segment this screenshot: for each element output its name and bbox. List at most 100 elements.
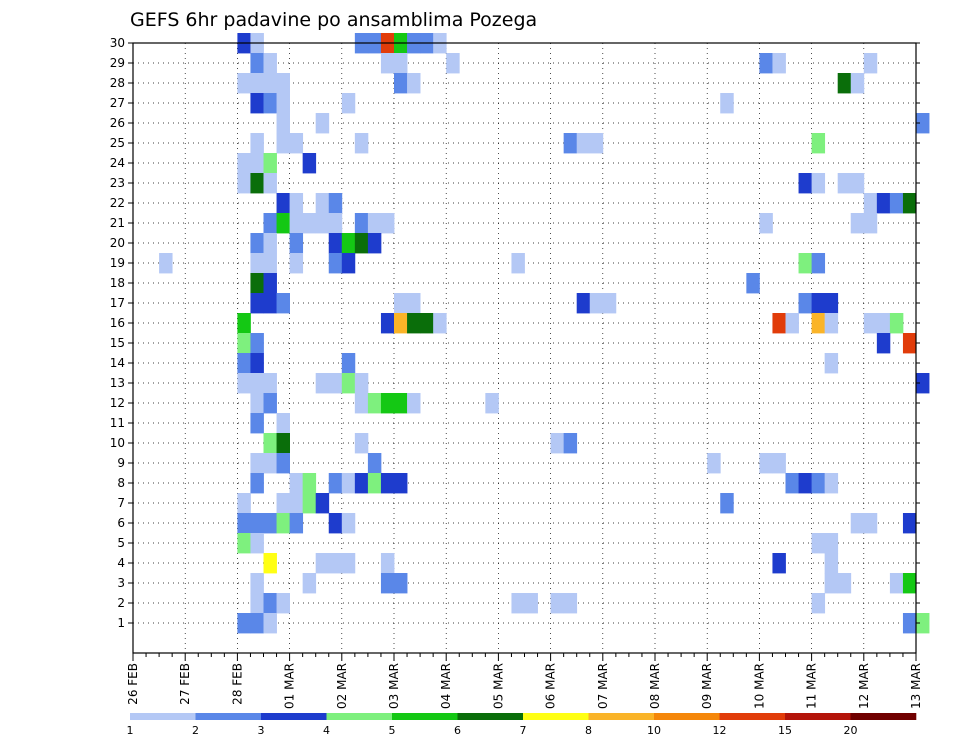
precip-cell — [863, 193, 878, 214]
colorbar-label: 1 — [127, 724, 134, 737]
x-tick-label: 10 MAR — [752, 663, 766, 709]
precip-cell — [902, 613, 917, 634]
precip-cell — [289, 473, 304, 494]
precip-cell — [850, 73, 865, 94]
precip-cell — [250, 293, 264, 314]
precip-cell — [263, 553, 277, 574]
precip-cell — [341, 473, 356, 494]
precip-cell — [576, 293, 591, 314]
precip-cell — [302, 213, 317, 234]
precip-cell — [759, 53, 773, 74]
precip-cell — [811, 253, 826, 274]
precip-cell — [341, 513, 356, 534]
precip-cell — [772, 453, 786, 474]
precip-cell — [237, 73, 251, 94]
precip-cell — [289, 513, 304, 534]
precip-cell — [237, 513, 251, 534]
precip-cell — [602, 293, 617, 314]
x-tick-label: 09 MAR — [700, 663, 714, 709]
precip-cell — [302, 573, 317, 594]
precip-cell — [394, 573, 408, 594]
y-tick-label: 24 — [110, 156, 125, 170]
precip-cell — [250, 533, 264, 554]
precipitation-cells — [159, 33, 930, 634]
precip-cell — [315, 193, 330, 214]
precip-cell — [341, 373, 356, 394]
precip-cell — [850, 173, 865, 194]
precip-cell — [276, 73, 290, 94]
precip-cell — [589, 133, 604, 154]
x-tick-label: 28 FEB — [230, 663, 244, 705]
precip-cell — [328, 193, 343, 214]
precip-cell — [276, 93, 290, 114]
precip-cell — [263, 273, 277, 294]
precip-cell — [250, 253, 264, 274]
precip-cell — [380, 473, 395, 494]
precip-cell — [250, 73, 264, 94]
precip-cell — [354, 393, 369, 414]
precip-cell — [263, 93, 277, 114]
precip-cell — [902, 333, 917, 354]
precip-cell — [576, 133, 591, 154]
precip-cell — [315, 213, 330, 234]
precip-cell — [328, 253, 343, 274]
precip-cell — [263, 53, 277, 74]
precip-cell — [250, 593, 264, 614]
precip-cell — [811, 133, 826, 154]
y-tick-label: 26 — [110, 116, 125, 130]
precip-cell — [394, 393, 408, 414]
precip-cell — [328, 373, 343, 394]
precip-cell — [250, 333, 264, 354]
x-tick-label: 26 FEB — [126, 663, 140, 705]
precip-cell — [367, 233, 382, 254]
precip-cell — [328, 473, 343, 494]
precip-cell — [446, 53, 460, 74]
precip-cell — [798, 473, 812, 494]
precip-cell — [276, 453, 290, 474]
y-tick-label: 29 — [110, 56, 125, 70]
x-tick-label: 02 MAR — [335, 663, 349, 709]
precip-cell — [276, 293, 290, 314]
precip-cell — [354, 473, 369, 494]
precip-cell — [394, 293, 408, 314]
precip-cell — [250, 353, 264, 374]
precip-cell — [289, 253, 304, 274]
precip-cell — [824, 353, 839, 374]
colorbar-label: 2 — [192, 724, 199, 737]
colorbar-segment — [261, 713, 327, 720]
precip-cell — [263, 373, 277, 394]
precip-cell — [159, 253, 173, 274]
x-tick-label: 05 MAR — [491, 663, 505, 709]
colorbar-segment — [392, 713, 458, 720]
y-tick-label: 16 — [110, 316, 125, 330]
precip-cell — [276, 193, 290, 214]
precip-cell — [250, 513, 264, 534]
precip-cell — [289, 193, 304, 214]
precip-cell — [511, 253, 525, 274]
precip-cell — [394, 313, 408, 334]
precip-cell — [433, 313, 447, 334]
x-tick-label: 13 MAR — [909, 663, 923, 709]
precip-cell — [902, 513, 917, 534]
precip-cell — [811, 173, 826, 194]
precip-cell — [250, 273, 264, 294]
precip-cell — [550, 593, 565, 614]
y-tick-label: 19 — [110, 256, 125, 270]
y-tick-label: 8 — [117, 476, 125, 490]
x-tick-label: 03 MAR — [387, 663, 401, 709]
precip-cell — [589, 293, 604, 314]
precip-cell — [263, 613, 277, 634]
precip-cell — [407, 313, 421, 334]
colorbar-segment — [195, 713, 262, 720]
precip-cell — [315, 373, 330, 394]
precip-cell — [563, 593, 578, 614]
precip-cell — [354, 213, 369, 234]
precip-cell — [263, 593, 277, 614]
precip-cell — [563, 433, 578, 454]
precip-cell — [863, 53, 878, 74]
precip-cell — [811, 293, 826, 314]
precip-cell — [289, 133, 304, 154]
colorbar-segment — [523, 713, 589, 720]
precip-cell — [354, 373, 369, 394]
precip-cell — [328, 513, 343, 534]
